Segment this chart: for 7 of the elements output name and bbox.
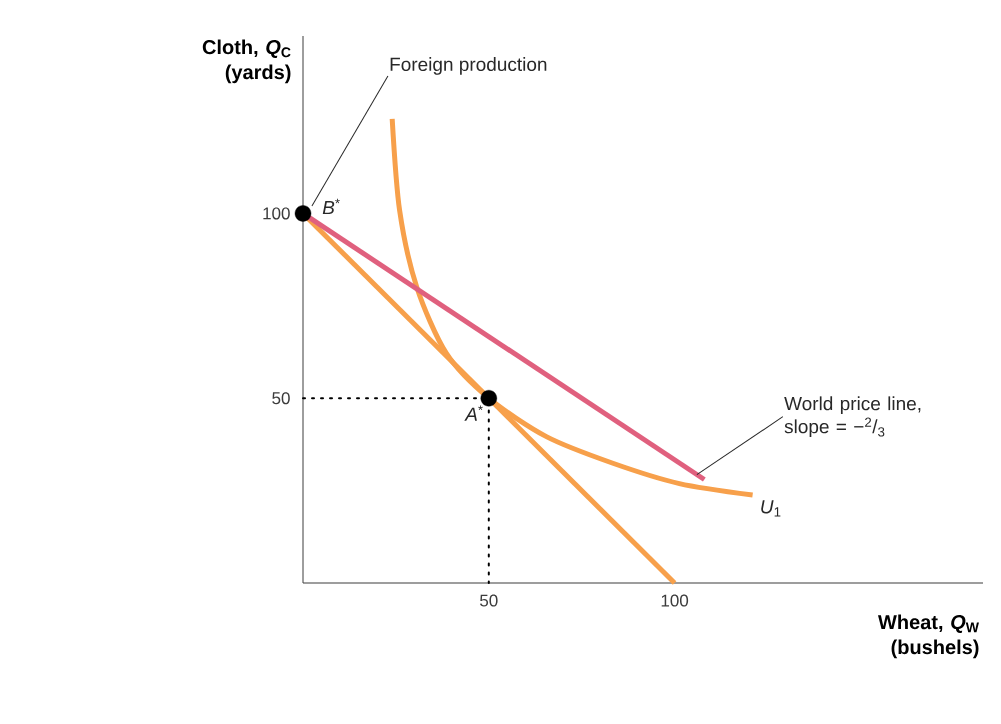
y-axis-title: Cloth, Q$_{C}$ (yards) xyxy=(202,39,291,84)
annotation: Foreign production xyxy=(390,57,547,75)
annotation: World price line, slope = −$^{2}$/$_{3}$ xyxy=(784,396,921,438)
annotation: A$^{*}$ xyxy=(464,405,483,421)
annotation: B$^{*}$ xyxy=(322,198,340,215)
x-axis-title: Wheat, Q$_{W}$ (bushels) xyxy=(877,614,979,659)
annotation: U$_{1}$ xyxy=(761,500,781,517)
